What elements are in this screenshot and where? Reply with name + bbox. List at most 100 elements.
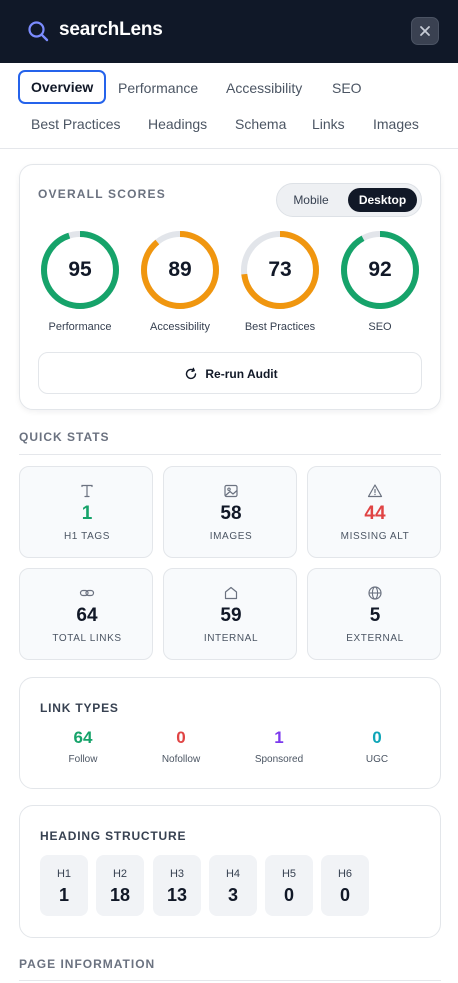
divider [19, 454, 441, 455]
gauge-arc [241, 231, 319, 309]
link-icon [79, 589, 95, 597]
gauge-value: 89 [168, 258, 192, 281]
mobile-toggle-button[interactable]: Mobile [293, 193, 329, 207]
tab-best-practices[interactable]: Best Practices [31, 116, 121, 132]
tab-accessibility[interactable]: Accessibility [226, 80, 303, 96]
refresh-icon [186, 367, 197, 380]
gauge-ring [241, 231, 319, 309]
stat-missing-alt: 44 MISSING ALT [307, 466, 441, 558]
stat-total-links: 64 TOTAL LINKS [19, 568, 153, 660]
tab-overview[interactable]: Overview [18, 70, 107, 104]
gauge-ring [141, 231, 219, 309]
stat-internal: 59 INTERNAL [163, 568, 297, 660]
best-practices-gauge: 73 [240, 230, 320, 310]
stat-label: H1 TAGS [63, 531, 111, 542]
app-header: searchLens [0, 0, 458, 63]
stat-value: 5 [369, 605, 381, 626]
gauge-ring [341, 231, 419, 309]
divider [19, 980, 441, 981]
stat-label: INTERNAL [203, 633, 259, 644]
text-icon [81, 484, 93, 498]
stat-label: EXTERNAL [346, 633, 404, 644]
link-type-sponsored: 1 Sponsored [229, 728, 329, 765]
globe-icon [368, 586, 382, 600]
rerun-audit-label: Re-run Audit [205, 367, 278, 381]
link-type-label: Sponsored [254, 754, 304, 765]
heading-level: H2 [112, 868, 128, 880]
tab-performance[interactable]: Performance [118, 80, 199, 96]
stat-external: 5 EXTERNAL [307, 568, 441, 660]
heading-count: 0 [339, 885, 350, 905]
tab-headings[interactable]: Headings [148, 116, 208, 132]
link-type-value: 0 [176, 728, 186, 747]
stat-value: 44 [364, 503, 386, 524]
link-type-ugc: 0 UGC [327, 728, 427, 765]
heading-count: 18 [109, 885, 131, 905]
warning-icon [367, 484, 383, 498]
link-type-label: Follow [68, 754, 98, 765]
app-title: searchLens [59, 19, 163, 40]
desktop-toggle-button[interactable]: Desktop [348, 188, 417, 212]
gauge-label: Performance [48, 321, 112, 333]
heading-level: H1 [56, 868, 72, 880]
heading-count: 0 [283, 885, 294, 905]
gauge-value: 73 [268, 258, 292, 281]
tab-schema[interactable]: Schema [235, 116, 287, 132]
stat-h1-tags: 1 H1 TAGS [19, 466, 153, 558]
gauge-label: SEO [368, 321, 392, 333]
heading-count: 13 [166, 885, 188, 905]
stat-value: 1 [81, 503, 93, 524]
stat-label: MISSING ALT [340, 531, 410, 542]
rerun-audit-button[interactable]: Re-run Audit [38, 352, 422, 394]
gauge-value: 92 [368, 258, 392, 281]
accessibility-gauge: 89 [140, 230, 220, 310]
heading-count: 3 [227, 885, 238, 905]
heading-level: H6 [337, 868, 353, 880]
tab-nav: Overview Performance Accessibility SEO B… [0, 63, 458, 149]
link-type-follow: 64 Follow [33, 728, 133, 765]
heading-h6-box: H6 0 [321, 855, 369, 916]
performance-gauge: 95 [40, 230, 120, 310]
link-types-title: LINK TYPES [40, 701, 119, 715]
gauge-value: 95 [68, 258, 92, 281]
gauge-arc [41, 231, 119, 309]
stat-value: 64 [76, 605, 98, 626]
home-icon [224, 586, 238, 600]
close-button[interactable] [411, 17, 439, 45]
link-type-value: 1 [274, 728, 284, 747]
device-toggle: Mobile Desktop [276, 183, 422, 217]
gauge-label: Best Practices [244, 321, 316, 333]
search-icon [28, 21, 49, 42]
heading-count: 1 [58, 885, 69, 905]
stat-images: 58 IMAGES [163, 466, 297, 558]
tab-images[interactable]: Images [373, 116, 419, 132]
heading-level: H3 [169, 868, 185, 880]
heading-h5-box: H5 0 [265, 855, 313, 916]
link-type-value: 0 [372, 728, 382, 747]
heading-h1-box: H1 1 [40, 855, 88, 916]
stat-label: TOTAL LINKS [52, 633, 122, 644]
seo-gauge: 92 [340, 230, 420, 310]
tab-seo[interactable]: SEO [332, 80, 362, 96]
gauge-label: Accessibility [150, 321, 210, 333]
heading-h4-box: H4 3 [209, 855, 257, 916]
stat-value: 59 [220, 605, 242, 626]
tab-links[interactable]: Links [312, 116, 345, 132]
gauge-arc [341, 231, 419, 309]
overall-scores-title: OVERALL SCORES [38, 187, 166, 201]
heading-h3-box: H3 13 [153, 855, 201, 916]
heading-level: H5 [281, 868, 297, 880]
close-icon [420, 26, 430, 36]
heading-level: H4 [225, 868, 241, 880]
heading-structure-title: HEADING STRUCTURE [40, 829, 187, 843]
heading-h2-box: H2 18 [96, 855, 144, 916]
stat-value: 58 [220, 503, 242, 524]
link-types-card [19, 677, 441, 789]
link-type-nofollow: 0 Nofollow [131, 728, 231, 765]
image-icon [224, 484, 238, 498]
gauge-arc [141, 231, 219, 309]
link-type-label: Nofollow [161, 754, 201, 765]
quick-stats-title: QUICK STATS [19, 430, 110, 444]
stat-label: IMAGES [209, 531, 253, 542]
page-information-title: PAGE INFORMATION [19, 957, 156, 971]
